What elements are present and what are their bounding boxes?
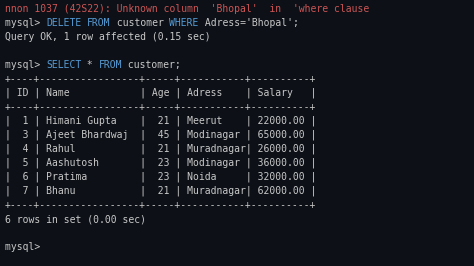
Text: |  5 | Aashutosh       |  23 | Modinagar | 36000.00 |: | 5 | Aashutosh | 23 | Modinagar | 36000… [5, 158, 316, 168]
Text: customer: customer [111, 18, 170, 28]
Text: |  4 | Rahul           |  21 | Muradnagar| 26000.00 |: | 4 | Rahul | 21 | Muradnagar| 26000.00 … [5, 144, 316, 155]
Text: | ID | Name            | Age | Adress    | Salary   |: | ID | Name | Age | Adress | Salary | [5, 88, 316, 98]
Text: Adress='Bhopal';: Adress='Bhopal'; [199, 18, 299, 28]
Text: 6 rows in set (0.00 sec): 6 rows in set (0.00 sec) [5, 214, 146, 224]
Text: nnon 1037 (42S22): Unknown column  'Bhopal'  in  'where clause: nnon 1037 (42S22): Unknown column 'Bhopa… [5, 4, 369, 14]
Text: FROM: FROM [99, 60, 122, 70]
Text: |  3 | Ajeet Bhardwaj  |  45 | Modinagar | 65000.00 |: | 3 | Ajeet Bhardwaj | 45 | Modinagar | … [5, 130, 316, 140]
Text: +----+-----------------+-----+-----------+----------+: +----+-----------------+-----+----------… [5, 74, 316, 84]
Text: mysql>: mysql> [5, 60, 46, 70]
Text: mysql>: mysql> [5, 18, 46, 28]
Text: DELETE: DELETE [46, 18, 82, 28]
Text: customer;: customer; [122, 60, 181, 70]
Text: Query OK, 1 row affected (0.15 sec): Query OK, 1 row affected (0.15 sec) [5, 32, 210, 42]
Text: |  7 | Bhanu           |  21 | Muradnagar| 62000.00 |: | 7 | Bhanu | 21 | Muradnagar| 62000.00 … [5, 186, 316, 197]
Text: SELECT: SELECT [46, 60, 82, 70]
Text: +----+-----------------+-----+-----------+----------+: +----+-----------------+-----+----------… [5, 102, 316, 112]
Text: WHERE: WHERE [170, 18, 199, 28]
Text: |  6 | Pratima         |  23 | Noida     | 32000.00 |: | 6 | Pratima | 23 | Noida | 32000.00 | [5, 172, 316, 182]
Text: |  1 | Himani Gupta    |  21 | Meerut    | 22000.00 |: | 1 | Himani Gupta | 21 | Meerut | 22000… [5, 116, 316, 127]
Text: mysql>: mysql> [5, 242, 46, 252]
Text: +----+-----------------+-----+-----------+----------+: +----+-----------------+-----+----------… [5, 200, 316, 210]
Text: FROM: FROM [87, 18, 111, 28]
Text: *: * [82, 60, 99, 70]
